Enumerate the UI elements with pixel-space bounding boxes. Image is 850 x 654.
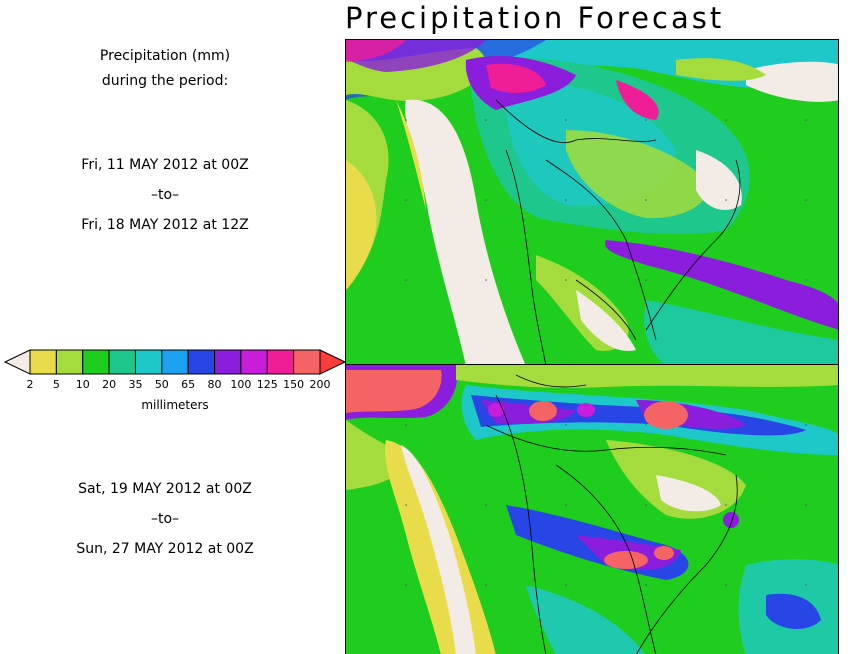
south-atlantic-cyan [644, 300, 838, 364]
colorbar-tick-label: 2 [26, 378, 34, 391]
north-pink [486, 63, 546, 93]
colorbar-arrow-low [4, 349, 31, 375]
rain-core-3 [577, 403, 595, 417]
colorbar-swatch [214, 349, 242, 375]
colorbar-swatch [82, 349, 110, 375]
period-1-start: Fri, 11 MAY 2012 at 00Z [81, 157, 249, 173]
nw-pink [346, 40, 406, 62]
colorbar-swatch [108, 349, 136, 375]
map-period-2 [345, 364, 839, 654]
colorbar-tick-label: 200 [309, 378, 331, 391]
amazon-lightgreen [566, 130, 708, 219]
colorbar-swatch [55, 349, 84, 375]
colorbar-arrow-high [319, 349, 346, 375]
period-1-label: Fri, 11 MAY 2012 at 00Z –to– Fri, 18 MAY… [0, 150, 330, 240]
rain-core-1 [529, 401, 557, 421]
grid-dots [405, 119, 807, 281]
colorbar-swatch [29, 349, 57, 375]
colorbar-tick-label: 100 [230, 378, 252, 391]
colorbar-swatch [134, 349, 163, 375]
ne-brazil-dry [696, 150, 742, 210]
colorbar-tick-label: 5 [52, 378, 60, 391]
n-atlantic-dry [746, 61, 838, 102]
map-period-1 [345, 39, 839, 365]
legend-heading-line-1: Precipitation (mm) [99, 48, 231, 64]
colorbar-units: millimeters [141, 398, 209, 412]
rain-core-4 [488, 403, 504, 417]
colorbar-tick-label: 65 [181, 378, 196, 391]
south-band-purple [605, 240, 838, 330]
rain-core-5 [604, 551, 648, 569]
country-borders [495, 99, 741, 364]
rain-core-6 [654, 546, 674, 560]
colorbar-tick-label: 10 [75, 378, 90, 391]
period-2-separator: –to– [150, 511, 180, 527]
colorbar-swatches [4, 349, 346, 375]
colorbar-swatch [266, 349, 295, 375]
colorbar-tick-label: 50 [154, 378, 169, 391]
south-cyan [526, 585, 646, 654]
colorbar-tick-label: 125 [256, 378, 278, 391]
colorbar-legend: 2 5 10 20 35 50 65 80 100 125 150 200 millimeters [4, 348, 346, 418]
colorbar-tick-label: 80 [207, 378, 222, 391]
south-dry [576, 290, 636, 351]
colorbar-swatch [240, 349, 268, 375]
colorbar-tick-label: 20 [102, 378, 117, 391]
colorbar-swatch [161, 349, 189, 375]
period-1-end: Fri, 18 MAY 2012 at 12Z [81, 217, 249, 233]
period-1-separator: –to– [150, 187, 180, 203]
rain-core-7 [723, 512, 739, 528]
pacific-yellow [346, 160, 377, 290]
np-red [346, 370, 442, 413]
atlantic-blue [766, 593, 821, 630]
grid-dots [405, 424, 807, 586]
rain-core-2 [644, 401, 688, 429]
period-2-label: Sat, 19 MAY 2012 at 00Z –to– Sun, 27 MAY… [0, 474, 330, 564]
colorbar-swatch [293, 349, 321, 375]
coast-dry [401, 445, 476, 654]
period-2-start: Sat, 19 MAY 2012 at 00Z [78, 481, 252, 497]
precip-map-period-2 [346, 365, 838, 654]
top-lightgreen [456, 365, 838, 388]
legend-heading: Precipitation (mm) during the period: [0, 44, 330, 94]
colorbar-tick-label: 35 [128, 378, 143, 391]
n-atlantic-lightgreen [676, 58, 766, 81]
colorbar-swatch [187, 349, 216, 375]
guiana-pink [616, 80, 659, 120]
brazil-dry [656, 475, 721, 512]
pacific-dry-tongue [405, 99, 526, 364]
legend-heading-line-2: during the period: [101, 73, 229, 89]
page-title: Precipitation Forecast [345, 1, 725, 35]
precip-map-period-1 [346, 40, 838, 364]
colorbar-tick-label: 150 [283, 378, 305, 391]
country-borders [485, 374, 738, 654]
period-2-end: Sun, 27 MAY 2012 at 00Z [76, 541, 254, 557]
